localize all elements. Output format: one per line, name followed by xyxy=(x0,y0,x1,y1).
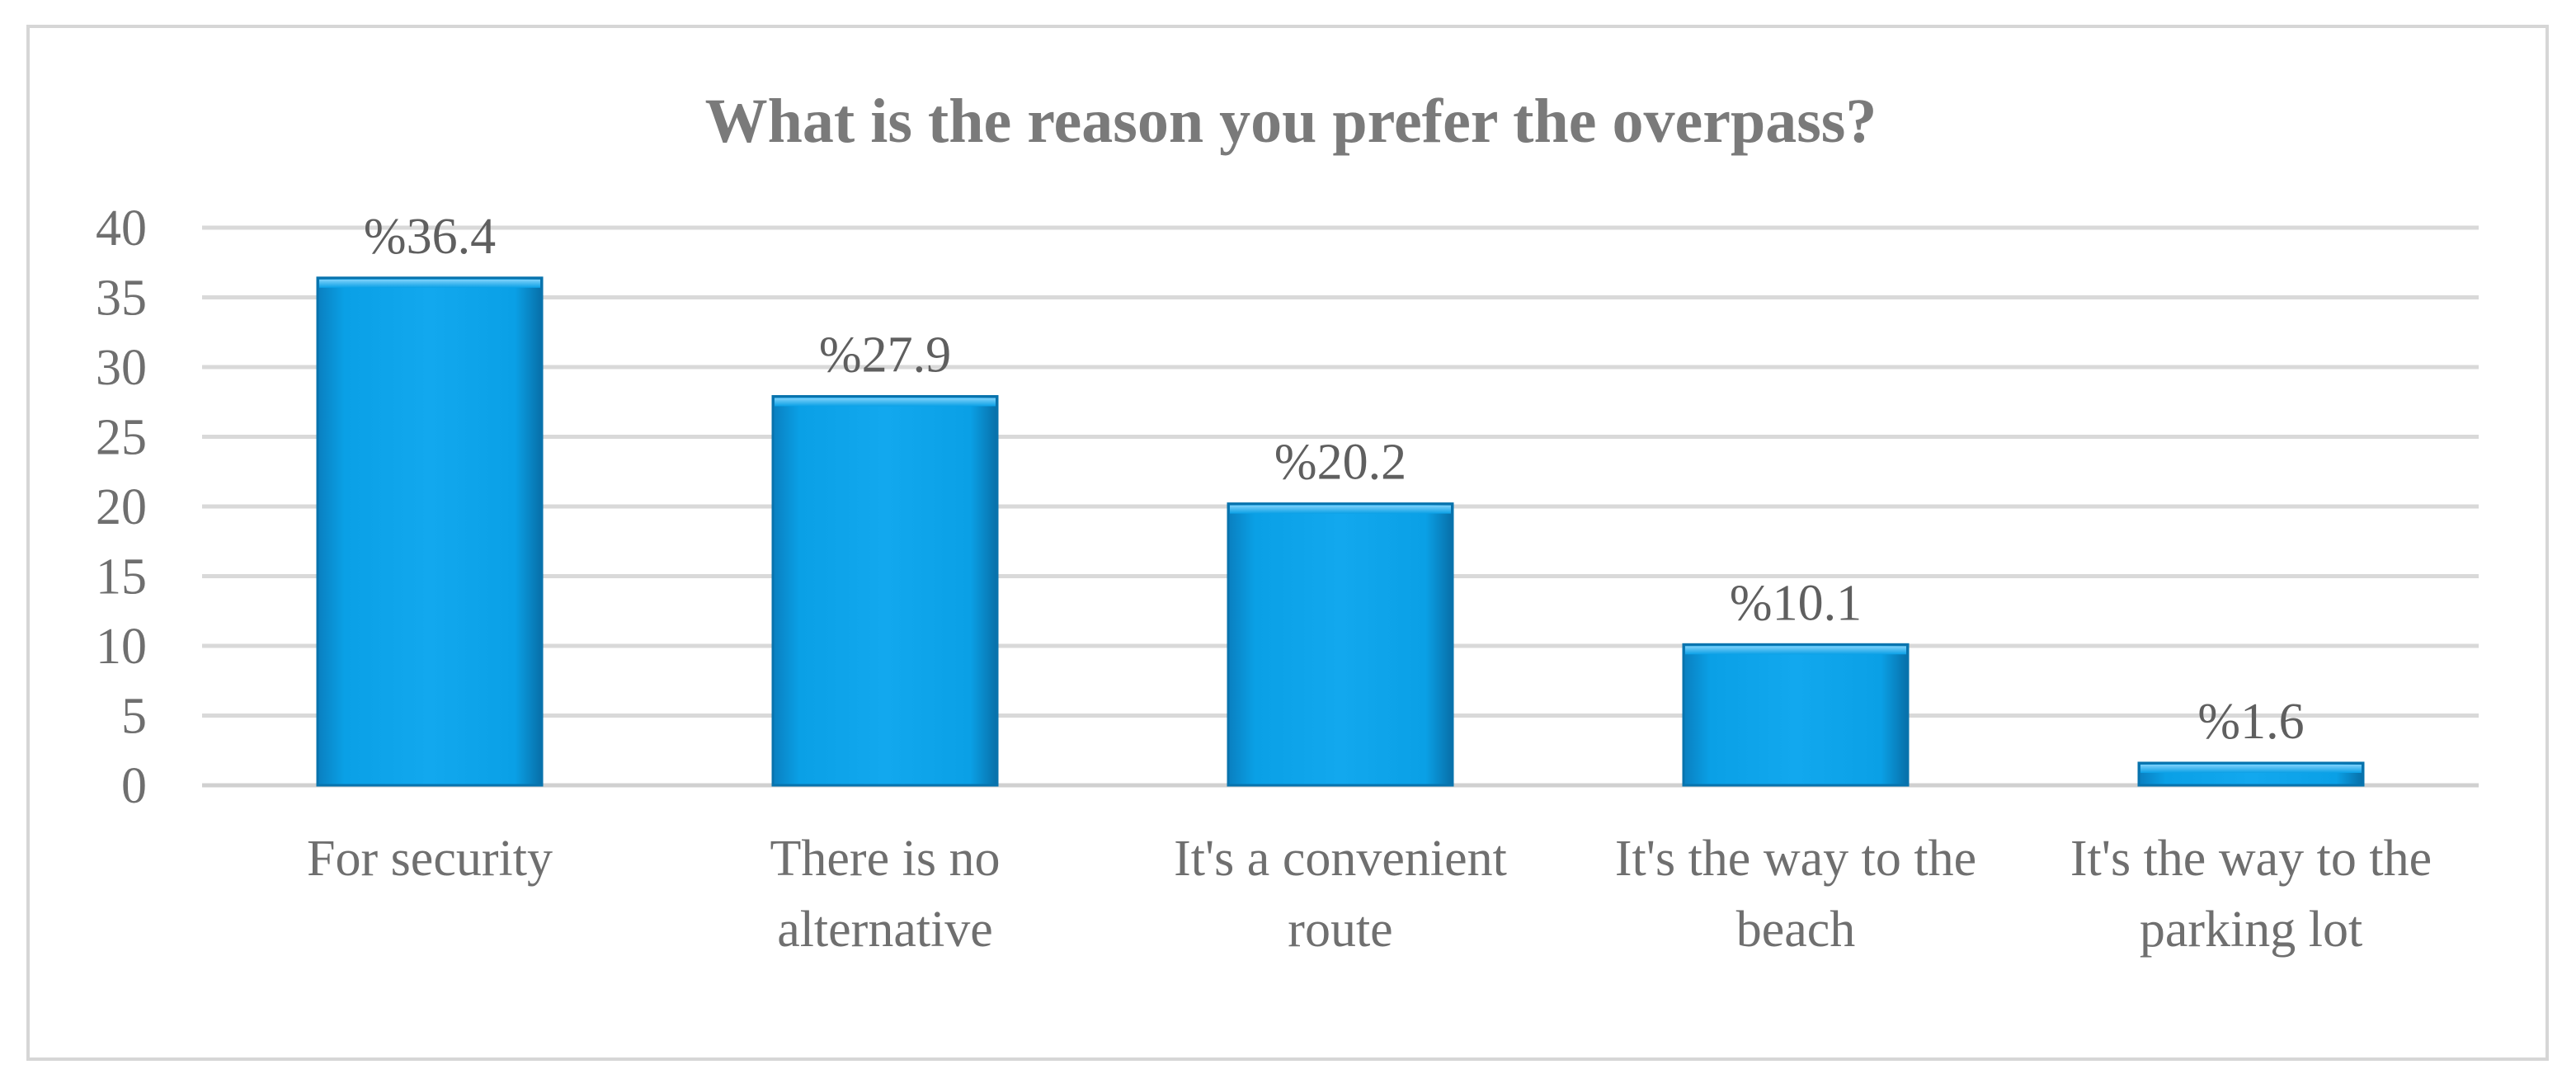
y-axis-ticks: 0 5 10 15 20 25 30 35 40 xyxy=(96,200,147,814)
data-label: %10.1 xyxy=(1730,575,1862,631)
x-category-label: It's the way to the beach xyxy=(1615,831,1976,958)
y-tick-label: 10 xyxy=(96,619,147,675)
bar xyxy=(771,394,999,787)
x-category-line: route xyxy=(1288,902,1392,958)
bar-highlight xyxy=(2140,764,2362,773)
chart-title: What is the reason you prefer the overpa… xyxy=(705,87,1877,156)
y-tick-label: 20 xyxy=(96,479,147,535)
bar xyxy=(2137,761,2365,787)
bar-body xyxy=(316,276,544,787)
y-tick-label: 0 xyxy=(121,758,147,814)
y-tick-label: 30 xyxy=(96,340,147,396)
data-label: %27.9 xyxy=(819,327,951,383)
x-category-line: beach xyxy=(1736,902,1856,958)
data-label: %36.4 xyxy=(364,209,496,265)
x-category-line: parking lot xyxy=(2140,902,2362,958)
x-axis-categories: For security There is no alternative It's a… xyxy=(307,831,2432,958)
data-label: %1.6 xyxy=(2197,694,2304,750)
x-category-label: There is no alternative xyxy=(770,831,1001,958)
bar-body xyxy=(1227,502,1454,787)
bar xyxy=(1682,643,1910,787)
bar-body xyxy=(771,394,999,787)
x-category-line: It's the way to the xyxy=(2070,831,2432,887)
y-tick-label: 5 xyxy=(121,689,147,745)
grid-layer xyxy=(202,225,2479,788)
y-tick-label: 15 xyxy=(96,549,147,605)
bar-highlight xyxy=(775,398,996,407)
x-category-line: There is no xyxy=(770,831,1001,887)
data-label: %20.2 xyxy=(1274,435,1406,491)
bar-highlight xyxy=(1230,505,1451,514)
bars xyxy=(316,276,2365,787)
x-category-line: It's a convenient xyxy=(1174,831,1507,887)
x-category-label: It's the way to the parking lot xyxy=(2070,831,2432,958)
x-category-line: alternative xyxy=(777,902,993,958)
bar xyxy=(316,276,544,787)
bar xyxy=(1227,502,1454,787)
x-category-label: It's a convenient route xyxy=(1174,831,1507,958)
x-category-label: For security xyxy=(307,831,553,887)
bar-body xyxy=(1682,643,1910,787)
y-tick-label: 35 xyxy=(96,271,147,327)
y-tick-label: 40 xyxy=(96,200,147,257)
x-category-line: It's the way to the xyxy=(1615,831,1976,887)
x-category-line: For security xyxy=(307,831,553,887)
y-tick-label: 25 xyxy=(96,410,147,466)
bar-highlight xyxy=(319,279,540,288)
data-labels: %36.4 %27.9 %20.2 %10.1 %1.6 xyxy=(364,209,2305,750)
bar-highlight xyxy=(1685,646,1906,655)
